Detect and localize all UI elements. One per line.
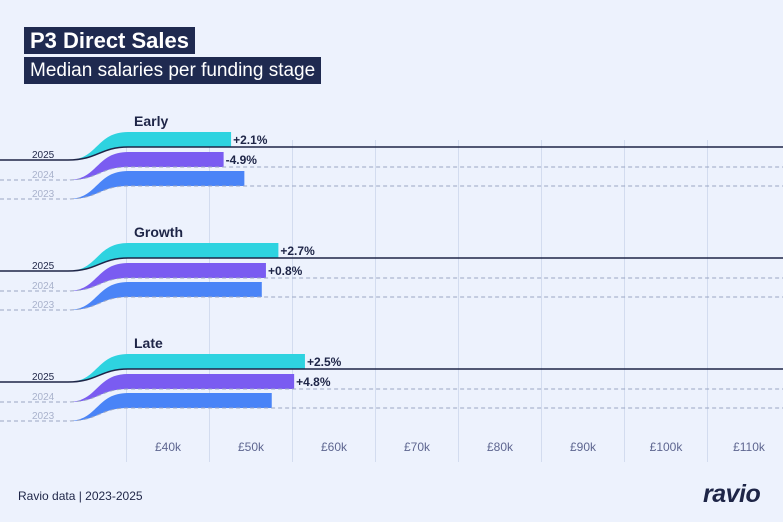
change-label: -4.9% (226, 153, 258, 167)
year-label: 2023 (32, 411, 55, 422)
baseline-2023 (0, 407, 783, 422)
baseline-2023 (0, 185, 783, 200)
year-label: 2025 (32, 372, 55, 383)
bar-late-2023 (68, 393, 272, 421)
baseline-2023 (0, 296, 783, 311)
x-tick-label: £50k (238, 440, 265, 454)
baseline-2024 (0, 166, 783, 181)
chart-subtitle: Median salaries per funding stage (24, 57, 322, 84)
change-label: +2.7% (280, 244, 315, 258)
ravio-logo: ravio (703, 480, 761, 508)
x-tick-label: £80k (487, 440, 514, 454)
footer-source: Ravio data | 2023-2025 (18, 489, 143, 503)
x-tick-label: £60k (321, 440, 348, 454)
change-label: +4.8% (296, 375, 331, 389)
group-label: Early (134, 113, 168, 129)
change-label: +2.1% (233, 133, 268, 147)
year-label: 2023 (32, 300, 55, 311)
x-tick-label: £90k (570, 440, 597, 454)
bar-growth-2023 (68, 282, 262, 310)
x-tick-label: £40k (155, 440, 182, 454)
year-label: 2024 (32, 170, 55, 181)
bar-early-2024 (68, 152, 224, 180)
bar-early-2023 (68, 171, 245, 199)
change-label: +0.8% (268, 264, 303, 278)
bar-late-2025 (68, 354, 305, 382)
baseline-2024 (0, 277, 783, 292)
bar-growth-2025 (68, 243, 279, 271)
bar-early-2025 (68, 132, 232, 160)
group-label: Late (134, 335, 163, 351)
bar-growth-2024 (68, 263, 266, 291)
group-label: Growth (134, 224, 183, 240)
year-label: 2025 (32, 150, 55, 161)
baseline-2025 (0, 146, 783, 161)
x-tick-label: £100k (650, 440, 684, 454)
bar-late-2024 (68, 374, 295, 402)
x-tick-label: £110k (733, 440, 766, 454)
year-label: 2024 (32, 281, 55, 292)
x-tick-label: £70k (404, 440, 431, 454)
baseline-2024 (0, 388, 783, 403)
baseline-2025 (0, 257, 783, 272)
year-label: 2025 (32, 261, 55, 272)
change-label: +2.5% (307, 355, 342, 369)
year-label: 2023 (32, 189, 55, 200)
year-label: 2024 (32, 392, 55, 403)
baseline-2025 (0, 368, 783, 383)
chart-title: P3 Direct Sales (24, 27, 195, 54)
